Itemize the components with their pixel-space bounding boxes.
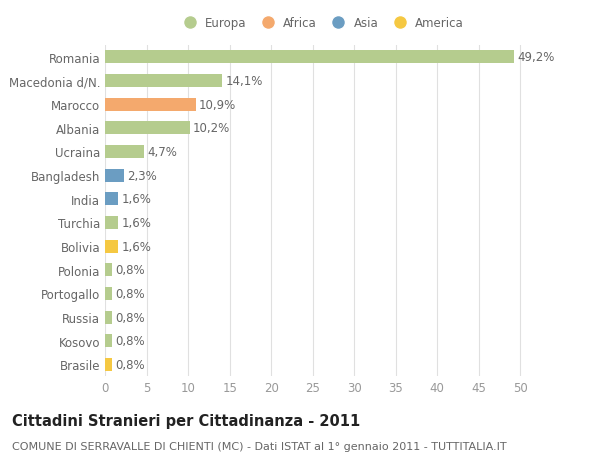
Bar bbox=[105, 75, 222, 88]
Bar bbox=[105, 146, 144, 159]
Text: 0,8%: 0,8% bbox=[115, 358, 145, 371]
Text: 2,3%: 2,3% bbox=[127, 169, 157, 182]
Text: 14,1%: 14,1% bbox=[226, 75, 263, 88]
Text: 0,8%: 0,8% bbox=[115, 263, 145, 277]
Bar bbox=[105, 358, 112, 371]
Bar bbox=[105, 51, 514, 64]
Legend: Europa, Africa, Asia, America: Europa, Africa, Asia, America bbox=[173, 12, 469, 34]
Text: 10,9%: 10,9% bbox=[199, 98, 236, 112]
Bar bbox=[105, 193, 118, 206]
Text: 0,8%: 0,8% bbox=[115, 311, 145, 324]
Bar bbox=[105, 240, 118, 253]
Bar bbox=[105, 335, 112, 347]
Text: 1,6%: 1,6% bbox=[122, 217, 151, 230]
Text: COMUNE DI SERRAVALLE DI CHIENTI (MC) - Dati ISTAT al 1° gennaio 2011 - TUTTITALI: COMUNE DI SERRAVALLE DI CHIENTI (MC) - D… bbox=[12, 441, 506, 451]
Text: 1,6%: 1,6% bbox=[122, 193, 151, 206]
Text: 1,6%: 1,6% bbox=[122, 240, 151, 253]
Bar bbox=[105, 263, 112, 277]
Bar bbox=[105, 122, 190, 135]
Text: 0,8%: 0,8% bbox=[115, 287, 145, 300]
Text: 10,2%: 10,2% bbox=[193, 122, 230, 135]
Bar bbox=[105, 311, 112, 324]
Text: 4,7%: 4,7% bbox=[148, 146, 177, 159]
Bar bbox=[105, 169, 124, 182]
Text: Cittadini Stranieri per Cittadinanza - 2011: Cittadini Stranieri per Cittadinanza - 2… bbox=[12, 413, 360, 428]
Bar bbox=[105, 217, 118, 230]
Text: 49,2%: 49,2% bbox=[517, 51, 554, 64]
Text: 0,8%: 0,8% bbox=[115, 335, 145, 347]
Bar bbox=[105, 98, 196, 112]
Bar bbox=[105, 287, 112, 300]
